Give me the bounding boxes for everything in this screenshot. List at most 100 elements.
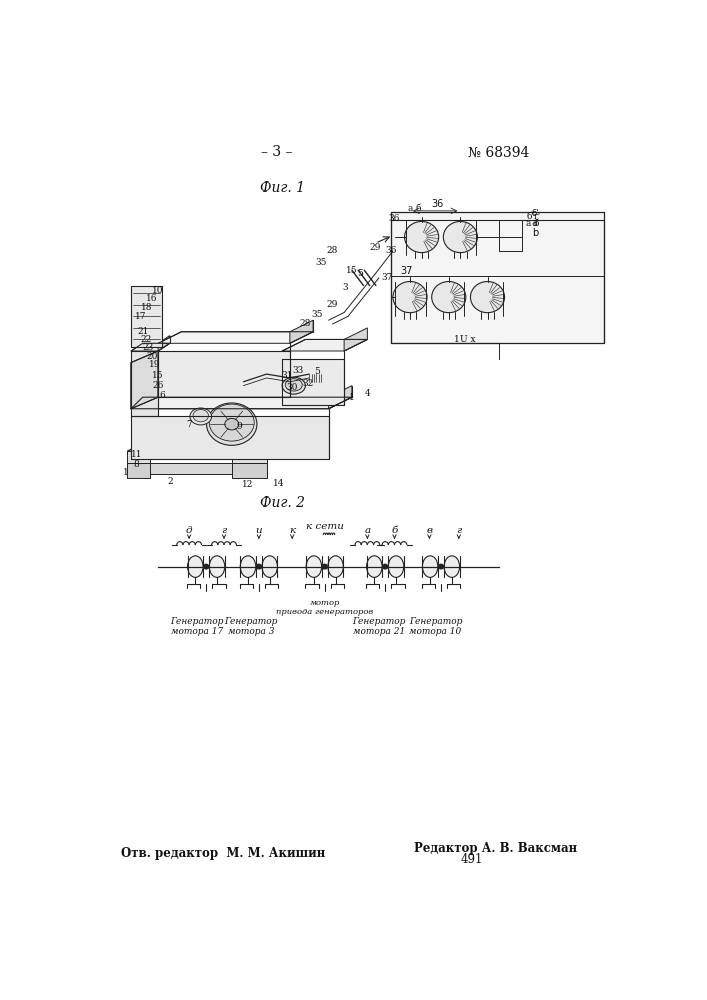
Text: 37: 37 [381,273,392,282]
Text: 5: 5 [314,367,320,376]
Text: 12: 12 [242,480,253,489]
Text: 23: 23 [142,343,153,352]
Ellipse shape [240,556,256,577]
Ellipse shape [206,403,257,445]
Circle shape [257,564,261,569]
Text: 36: 36 [431,199,443,209]
Ellipse shape [328,556,344,577]
Text: 21: 21 [137,327,148,336]
Ellipse shape [404,221,438,253]
Text: U x: U x [460,335,476,344]
Text: 36: 36 [385,246,397,255]
Polygon shape [158,336,170,351]
Text: Генератор
мотора 3: Генератор мотора 3 [224,617,278,636]
Text: а: а [525,219,530,228]
Polygon shape [131,397,352,409]
Text: в: в [426,526,433,535]
Text: 2: 2 [167,477,173,486]
Text: 11: 11 [132,450,143,459]
Text: 32: 32 [302,379,313,388]
Ellipse shape [225,418,239,430]
Text: Фиг. 1: Фиг. 1 [259,181,305,195]
Polygon shape [391,212,604,343]
Ellipse shape [444,556,460,577]
Text: 19: 19 [149,360,160,369]
Polygon shape [344,328,368,351]
Text: 9: 9 [237,422,243,431]
Polygon shape [131,351,158,416]
Text: 22: 22 [140,335,151,344]
Text: 4: 4 [365,389,370,398]
Polygon shape [131,416,329,459]
Circle shape [204,564,209,569]
Text: 10: 10 [153,286,164,295]
Ellipse shape [209,404,255,441]
Text: № 68394: № 68394 [469,145,530,159]
Ellipse shape [285,379,303,391]
Text: 1: 1 [454,335,460,344]
Text: 5: 5 [357,269,363,278]
Ellipse shape [443,221,477,253]
Circle shape [322,564,327,569]
Text: б: б [534,219,539,228]
Text: Генератор
мотора 10: Генератор мотора 10 [409,617,462,636]
Text: 16: 16 [146,294,158,303]
Text: a: a [532,218,538,228]
Text: 35: 35 [311,310,323,319]
Text: 1: 1 [123,468,129,477]
Text: к: к [289,526,296,535]
Text: б: б [415,204,421,213]
Text: 29: 29 [370,243,381,252]
Ellipse shape [262,556,277,577]
Text: 36: 36 [389,214,400,223]
Polygon shape [127,440,290,451]
Ellipse shape [470,282,505,313]
Text: а: а [364,526,370,535]
Text: b: b [532,228,538,237]
Text: 35: 35 [315,258,327,267]
Text: б': б' [526,212,534,221]
Polygon shape [131,343,170,351]
Text: а: а [407,204,413,213]
Polygon shape [127,451,151,463]
Polygon shape [158,332,313,343]
Text: г': г' [534,212,542,221]
Ellipse shape [422,556,438,577]
Text: 15: 15 [152,371,164,380]
Text: – 3 –: – 3 – [261,145,293,159]
Text: к сети: к сети [306,522,344,531]
Polygon shape [127,463,267,474]
Text: 8: 8 [134,460,139,469]
Ellipse shape [209,556,225,577]
Polygon shape [267,428,290,451]
Polygon shape [282,339,368,351]
Text: Генератор
мотора 17: Генератор мотора 17 [170,617,223,636]
Text: 37: 37 [400,266,412,276]
Ellipse shape [282,377,305,394]
Text: 18: 18 [141,303,152,312]
Polygon shape [329,386,352,409]
Polygon shape [290,320,313,343]
Text: 7: 7 [186,420,192,429]
Ellipse shape [190,408,211,425]
Ellipse shape [193,410,209,422]
Text: 15: 15 [346,266,358,275]
Text: 20: 20 [146,352,158,361]
Polygon shape [158,351,290,397]
Text: 6: 6 [159,391,165,400]
Text: Редактор А. В. Ваксман: Редактор А. В. Ваксман [414,842,577,855]
Polygon shape [282,359,344,405]
Polygon shape [131,286,162,347]
Ellipse shape [432,282,466,313]
Text: мотор
привода генераторов: мотор привода генераторов [276,599,373,616]
Text: 28: 28 [327,246,338,255]
Text: 17: 17 [135,312,147,321]
Text: 33: 33 [292,366,303,375]
Text: 3: 3 [343,283,349,292]
Text: г: г [456,526,462,535]
Text: б': б' [532,209,539,218]
Circle shape [438,564,443,569]
Ellipse shape [187,556,203,577]
Text: д: д [186,526,192,535]
Text: 1: 1 [349,393,355,402]
